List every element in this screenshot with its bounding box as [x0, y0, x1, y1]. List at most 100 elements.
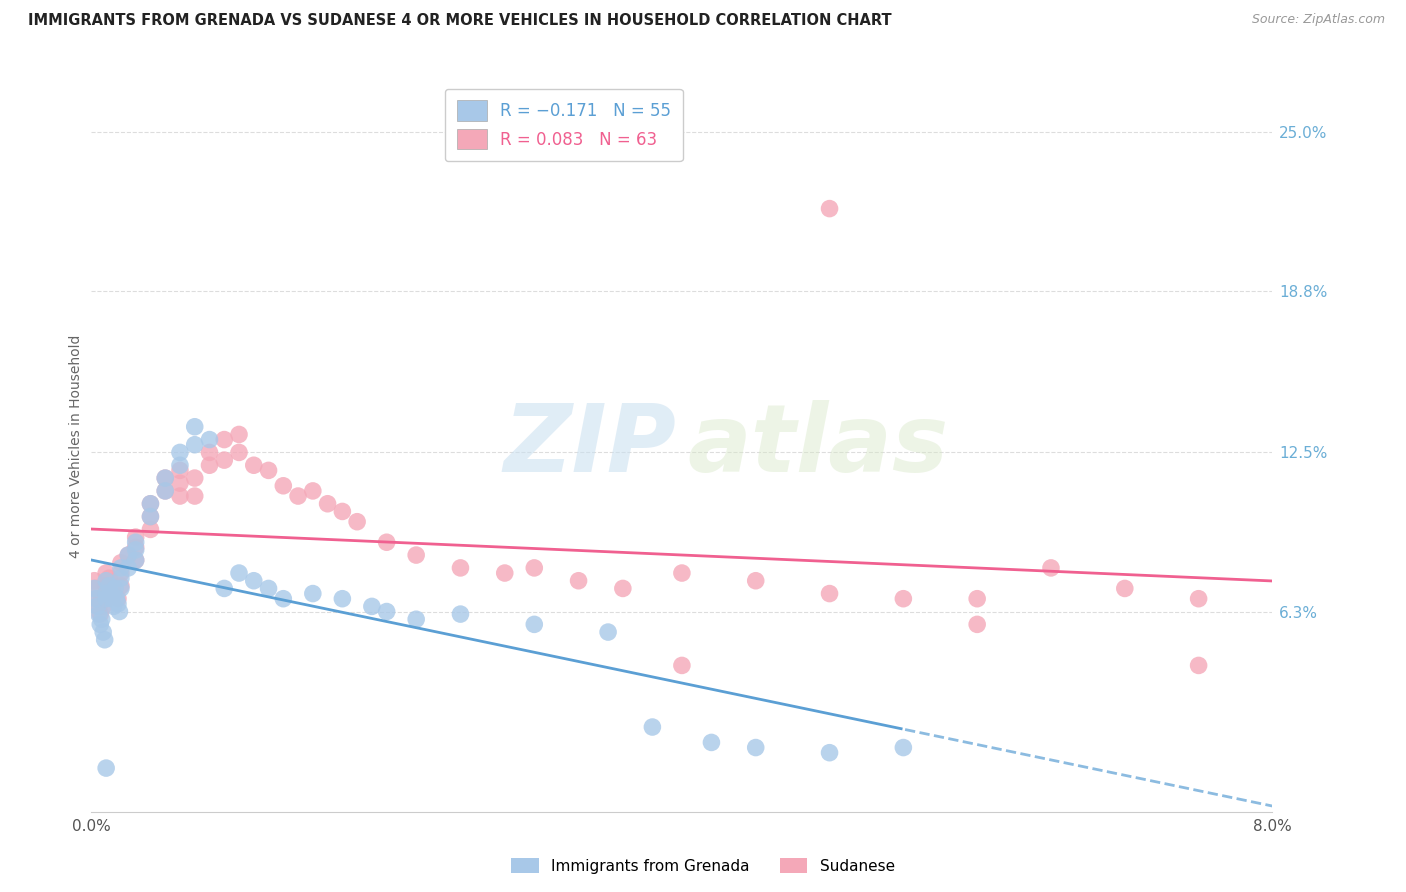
Point	[110, 571, 132, 585]
Point	[214, 433, 236, 447]
Point	[98, 571, 121, 585]
Point	[96, 591, 118, 606]
Point	[89, 607, 111, 621]
Point	[124, 530, 148, 544]
Point	[110, 579, 132, 593]
Point	[87, 607, 110, 621]
Point	[169, 445, 191, 459]
Point	[169, 476, 191, 491]
Point	[214, 582, 236, 596]
Point	[271, 479, 295, 493]
Point	[93, 632, 115, 647]
Point	[966, 617, 988, 632]
Point	[405, 612, 427, 626]
Legend: R = −0.171   N = 55, R = 0.083   N = 63: R = −0.171 N = 55, R = 0.083 N = 63	[444, 88, 683, 161]
Point	[139, 509, 162, 524]
Point	[375, 535, 398, 549]
Text: Source: ZipAtlas.com: Source: ZipAtlas.com	[1251, 13, 1385, 27]
Point	[117, 548, 139, 562]
Point	[104, 582, 127, 596]
Point	[86, 599, 108, 614]
Point	[332, 591, 354, 606]
Point	[139, 523, 162, 537]
Point	[107, 591, 129, 606]
Point	[90, 612, 112, 626]
Point	[83, 574, 105, 588]
Point	[169, 458, 191, 473]
Point	[90, 591, 112, 606]
Point	[301, 483, 323, 498]
Point	[139, 497, 162, 511]
Point	[101, 591, 124, 606]
Point	[124, 543, 148, 558]
Point	[103, 586, 125, 600]
Point	[153, 483, 177, 498]
Point	[332, 504, 354, 518]
Point	[183, 471, 207, 485]
Point	[91, 625, 114, 640]
Point	[893, 740, 915, 755]
Point	[893, 591, 915, 606]
Point	[1187, 591, 1209, 606]
Point	[257, 463, 280, 477]
Point	[641, 720, 664, 734]
Point	[96, 574, 118, 588]
Point	[96, 566, 118, 580]
Point	[139, 509, 162, 524]
Point	[169, 489, 191, 503]
Point	[966, 591, 988, 606]
Point	[91, 599, 114, 614]
Point	[346, 515, 368, 529]
Point	[612, 582, 634, 596]
Point	[87, 599, 110, 614]
Point	[271, 591, 295, 606]
Point	[568, 574, 591, 588]
Point	[671, 566, 693, 580]
Point	[228, 566, 250, 580]
Point	[745, 574, 768, 588]
Point	[700, 735, 723, 749]
Point	[101, 582, 124, 596]
Point	[110, 556, 132, 570]
Point	[105, 591, 128, 606]
Point	[117, 548, 139, 562]
Point	[818, 202, 841, 216]
Point	[198, 458, 221, 473]
Text: IMMIGRANTS FROM GRENADA VS SUDANESE 4 OR MORE VEHICLES IN HOUSEHOLD CORRELATION : IMMIGRANTS FROM GRENADA VS SUDANESE 4 OR…	[28, 13, 891, 29]
Point	[405, 548, 427, 562]
Point	[228, 427, 250, 442]
Point	[671, 658, 693, 673]
Point	[301, 586, 323, 600]
Point	[86, 591, 108, 606]
Point	[153, 471, 177, 485]
Point	[523, 561, 546, 575]
Point	[124, 553, 148, 567]
Point	[183, 489, 207, 503]
Point	[818, 746, 841, 760]
Point	[98, 579, 121, 593]
Text: ZIP: ZIP	[503, 400, 676, 492]
Point	[124, 535, 148, 549]
Point	[107, 597, 129, 611]
Point	[153, 483, 177, 498]
Point	[523, 617, 546, 632]
Point	[124, 541, 148, 555]
Point	[214, 453, 236, 467]
Point	[598, 625, 620, 640]
Point	[139, 497, 162, 511]
Point	[96, 579, 118, 593]
Point	[84, 582, 107, 596]
Point	[96, 586, 118, 600]
Point	[89, 617, 111, 632]
Point	[83, 582, 105, 596]
Point	[96, 761, 118, 775]
Text: atlas: atlas	[688, 400, 949, 492]
Point	[198, 433, 221, 447]
Point	[360, 599, 382, 614]
Point	[124, 553, 148, 567]
Point	[257, 582, 280, 596]
Point	[84, 591, 107, 606]
Point	[818, 586, 841, 600]
Point	[108, 605, 131, 619]
Point	[316, 497, 339, 511]
